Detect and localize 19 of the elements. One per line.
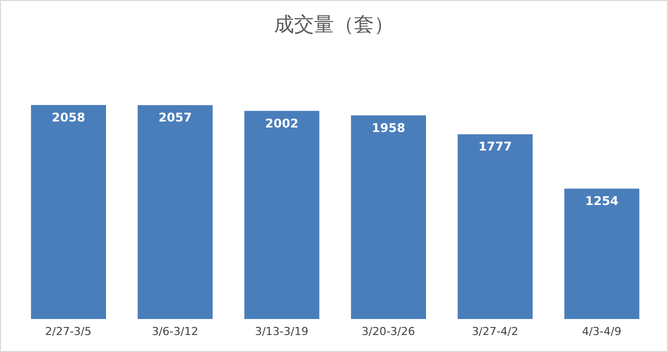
data-label: 1254 bbox=[585, 194, 619, 208]
x-tick-label: 2/27-3/5 bbox=[45, 324, 92, 338]
bar bbox=[244, 110, 320, 319]
data-label: 1958 bbox=[372, 120, 406, 135]
data-label: 2058 bbox=[52, 110, 86, 125]
data-label: 2002 bbox=[265, 116, 299, 130]
x-tick-label: 3/27-4/2 bbox=[472, 324, 518, 338]
bar bbox=[564, 188, 640, 319]
data-label: 1777 bbox=[478, 140, 512, 154]
x-tick-label: 3/20-3/26 bbox=[362, 324, 416, 338]
x-tick-label: 3/13-3/19 bbox=[254, 324, 308, 338]
bar bbox=[138, 105, 213, 319]
x-tick-label: 4/3-4/9 bbox=[582, 324, 622, 338]
bar bbox=[458, 134, 533, 319]
data-label: 2057 bbox=[158, 110, 192, 125]
bar bbox=[351, 115, 426, 319]
bar bbox=[31, 105, 106, 319]
chart-title: 成交量（套） bbox=[273, 11, 395, 38]
x-tick-label: 3/6-3/12 bbox=[152, 324, 198, 338]
